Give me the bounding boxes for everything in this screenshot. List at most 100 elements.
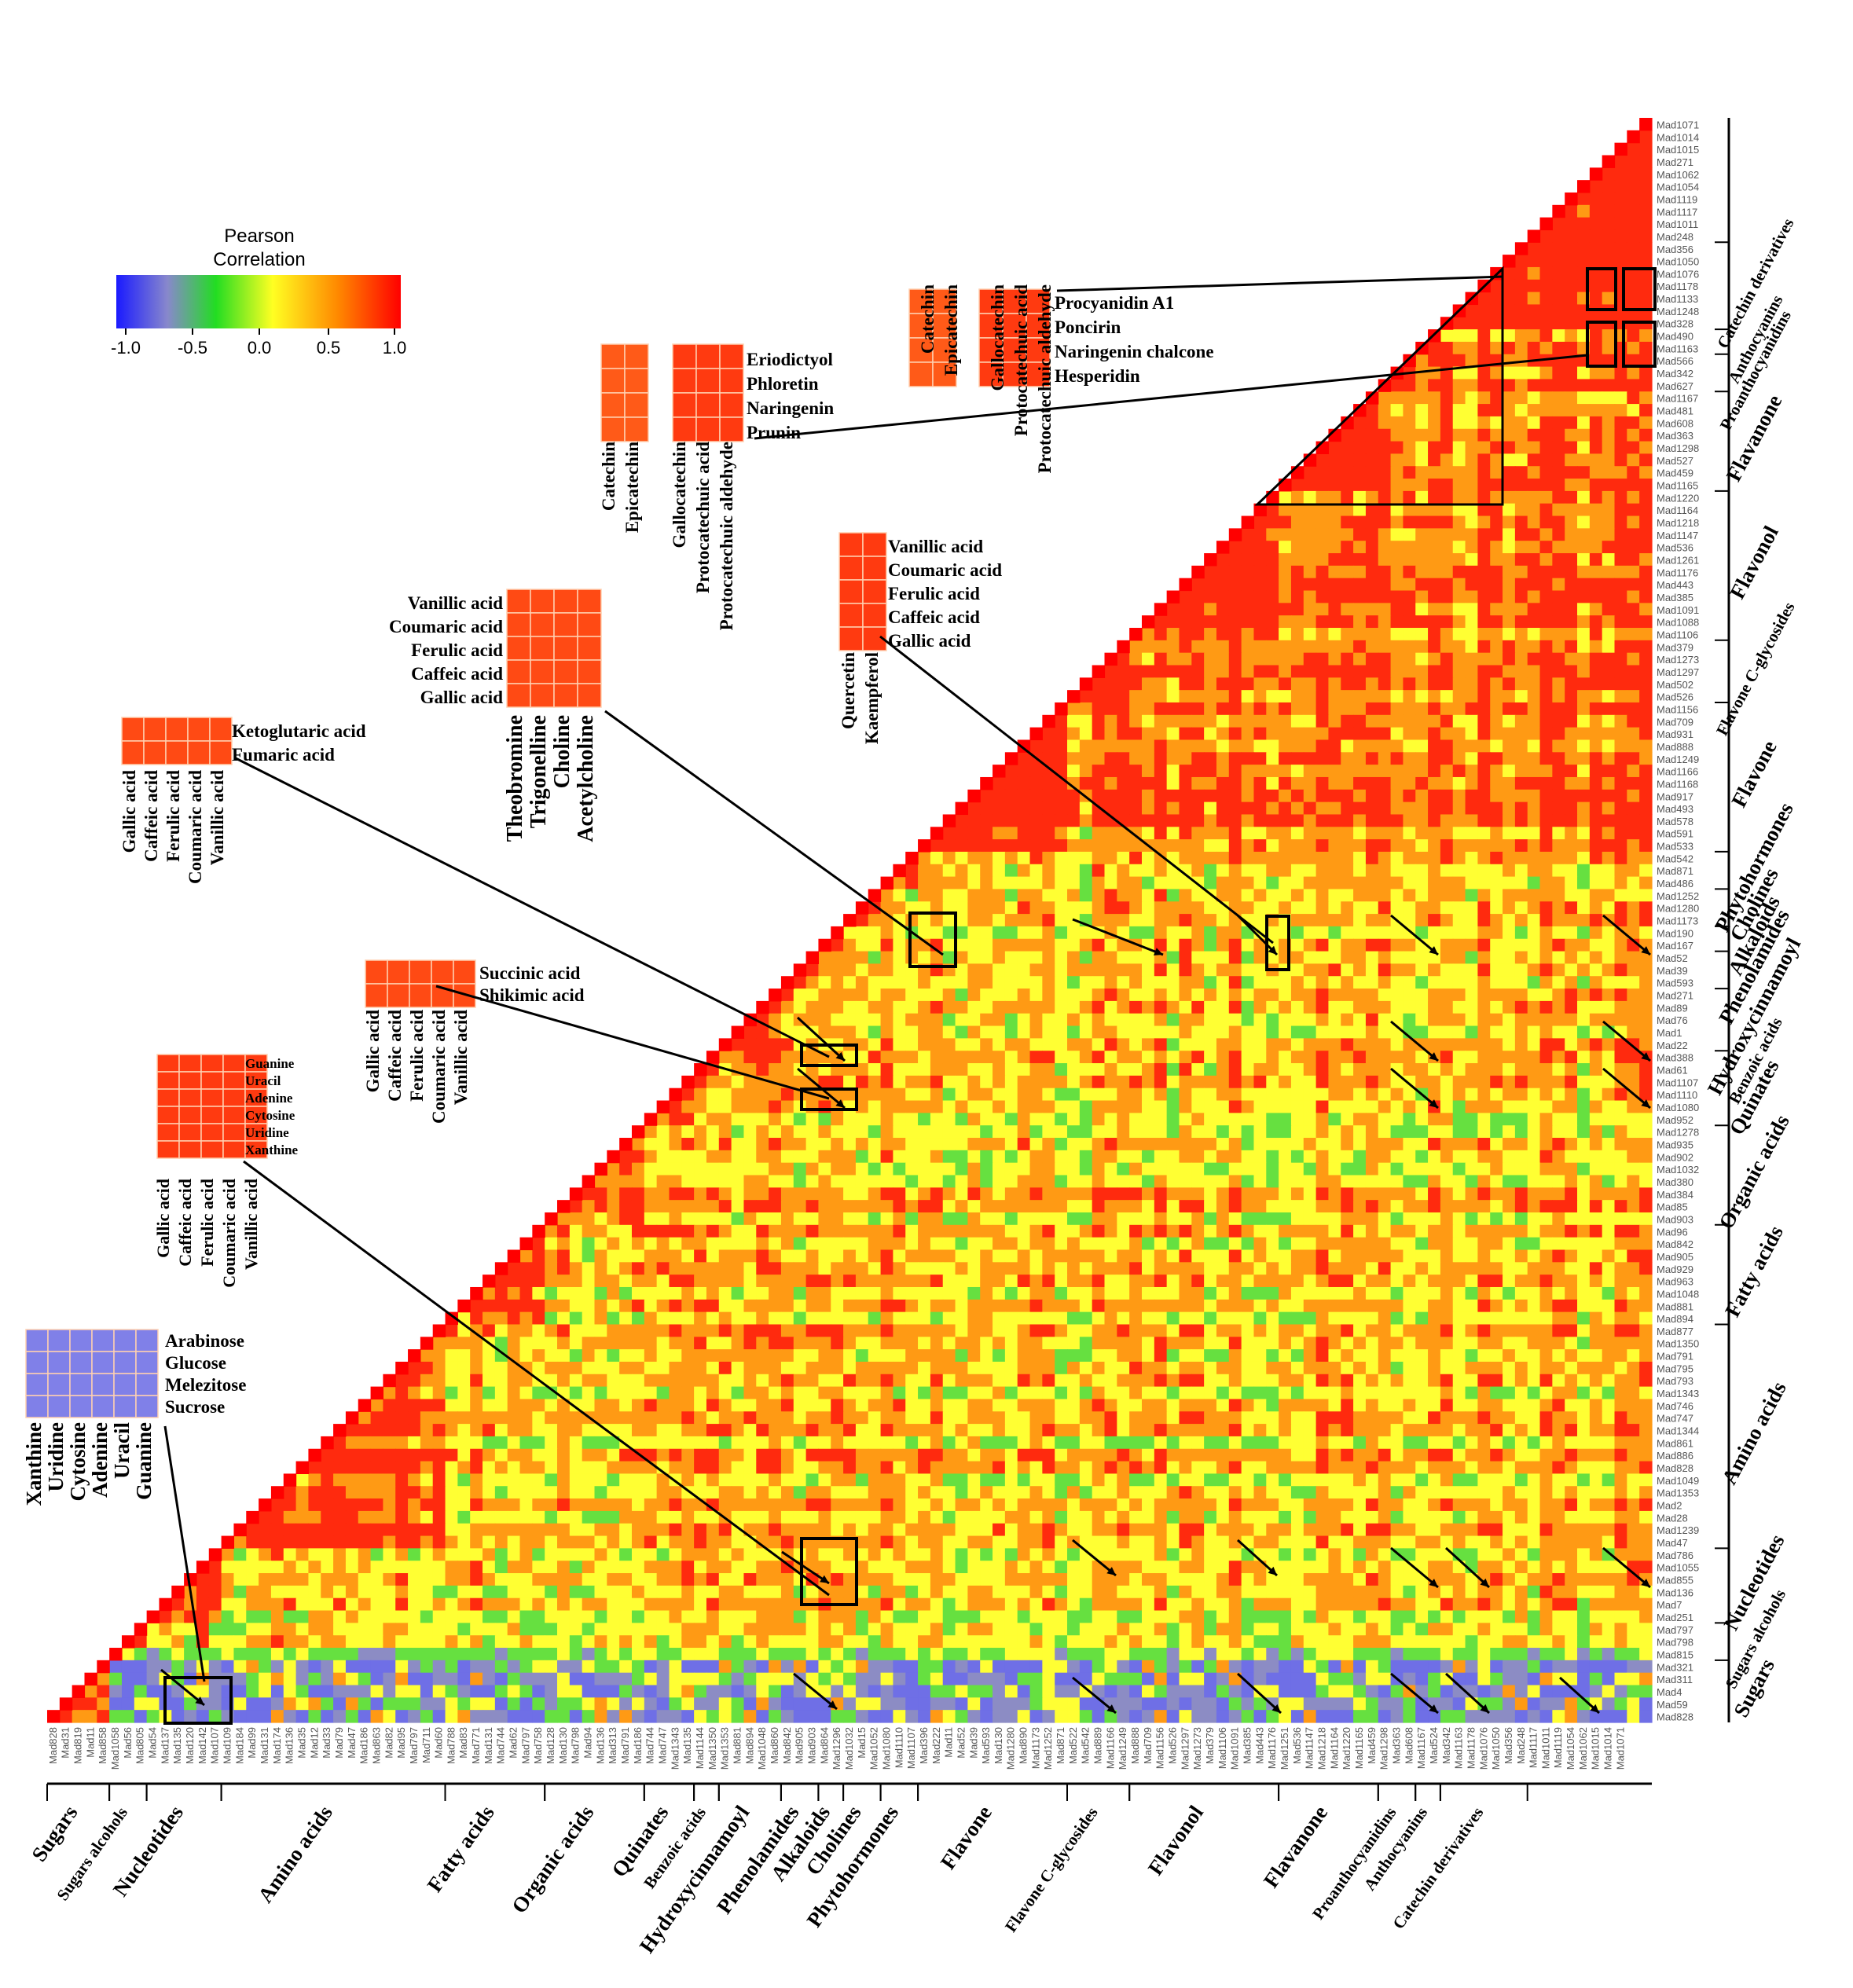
heatmap-cell	[1415, 690, 1429, 703]
heatmap-cell	[1017, 851, 1031, 865]
heatmap-cell	[993, 1324, 1006, 1337]
heatmap-cell	[1614, 739, 1627, 753]
heatmap-cell	[1191, 1075, 1205, 1089]
heatmap-cell	[607, 1311, 620, 1326]
heatmap-cell	[1514, 938, 1528, 952]
heatmap-cell	[1067, 876, 1081, 890]
heatmap-cell	[930, 1237, 944, 1251]
heatmap-cell	[1353, 479, 1367, 492]
heatmap-cell	[731, 1237, 745, 1251]
heatmap-cell	[1514, 1025, 1528, 1039]
heatmap-cell	[1639, 541, 1653, 554]
heatmap-cell	[1328, 839, 1341, 853]
heatmap-cell	[1440, 963, 1454, 977]
heatmap-cell	[1004, 1162, 1018, 1176]
heatmap-cell	[905, 876, 919, 890]
heatmap-cell	[1315, 801, 1330, 816]
heatmap-cell	[1117, 1311, 1130, 1326]
heatmap-cell	[1539, 242, 1553, 255]
heatmap-cell	[483, 1286, 496, 1300]
heatmap-cell	[631, 1162, 645, 1176]
heatmap-cell	[1067, 1025, 1081, 1039]
heatmap-cell	[1602, 292, 1616, 306]
heatmap-cell	[432, 1361, 446, 1375]
heatmap-cell	[1639, 1224, 1653, 1238]
heatmap-cell	[1266, 1349, 1279, 1363]
heatmap-cell	[1303, 814, 1317, 827]
heatmap-cell	[1279, 1175, 1292, 1188]
heatmap-cell	[1141, 876, 1155, 890]
heatmap-cell	[1266, 503, 1279, 517]
heatmap-cell	[1614, 578, 1627, 592]
heatmap-cell	[1465, 714, 1478, 728]
heatmap-cell	[1241, 652, 1255, 666]
heatmap-cell	[1639, 565, 1653, 579]
heatmap-cell	[1565, 255, 1578, 268]
heatmap-cell	[1390, 1175, 1404, 1188]
heatmap-cell	[1279, 976, 1292, 989]
heatmap-cell	[1141, 1200, 1155, 1213]
heatmap-cell	[1328, 1349, 1341, 1363]
heatmap-cell	[1552, 229, 1565, 243]
heatmap-cell	[1216, 1038, 1230, 1051]
heatmap-cell	[1465, 1299, 1478, 1313]
heatmap-cell	[993, 1299, 1006, 1313]
heatmap-cell	[1228, 1150, 1242, 1164]
heatmap-cell	[1639, 727, 1653, 741]
heatmap-cell	[1577, 640, 1591, 654]
heatmap-cell	[831, 1162, 844, 1176]
heatmap-cell	[519, 1311, 533, 1326]
heatmap-cell	[1390, 690, 1404, 703]
heatmap-cell	[855, 1286, 869, 1300]
heatmap-cell	[1627, 1311, 1640, 1326]
heatmap-cell	[1104, 876, 1117, 890]
heatmap-cell	[1241, 801, 1255, 816]
heatmap-cell	[1241, 690, 1255, 703]
heatmap-cell	[1141, 1275, 1155, 1288]
heatmap-cell	[1104, 1237, 1117, 1251]
heatmap-cell	[1341, 827, 1354, 840]
heatmap-cell	[918, 1224, 931, 1238]
heatmap-cell	[769, 1150, 782, 1164]
heatmap-cell	[1365, 827, 1379, 840]
heatmap-cell	[1341, 578, 1354, 592]
heatmap-cell	[1216, 1113, 1230, 1126]
heatmap-cell	[1527, 441, 1541, 454]
heatmap-cell	[1465, 528, 1478, 541]
heatmap-cell	[1452, 876, 1466, 890]
heatmap-cell	[1465, 851, 1478, 865]
heatmap-cell	[1627, 354, 1640, 368]
heatmap-cell	[905, 1075, 919, 1089]
heatmap-cell	[1279, 1113, 1292, 1126]
heatmap-cell	[1577, 590, 1591, 603]
heatmap-cell	[1279, 503, 1292, 517]
heatmap-cell	[1290, 541, 1304, 554]
heatmap-cell	[694, 1088, 707, 1102]
heatmap-cell	[1253, 1337, 1267, 1350]
heatmap-cell	[607, 1286, 620, 1300]
heatmap-cell	[1141, 765, 1155, 778]
heatmap-cell	[1627, 167, 1640, 181]
heatmap-cell	[1552, 1000, 1565, 1014]
heatmap-cell	[993, 789, 1006, 803]
heatmap-cell	[1565, 292, 1578, 306]
heatmap-cell	[1179, 1324, 1192, 1337]
heatmap-cell	[1577, 814, 1591, 827]
heatmap-cell	[1365, 578, 1379, 592]
heatmap-cell	[1353, 1349, 1367, 1363]
heatmap-cell	[1465, 1125, 1478, 1139]
heatmap-cell	[1577, 1349, 1591, 1363]
heatmap-cell	[1279, 1237, 1292, 1251]
heatmap-cell	[1452, 329, 1466, 343]
heatmap-cell	[980, 951, 993, 964]
heatmap-cell	[1589, 1075, 1603, 1089]
heatmap-cell	[1452, 1113, 1466, 1126]
heatmap-cell	[955, 1175, 968, 1188]
heatmap-cell	[1129, 1212, 1143, 1226]
heatmap-cell	[1514, 1063, 1528, 1077]
heatmap-cell	[1440, 578, 1454, 592]
heatmap-cell	[893, 1311, 906, 1326]
heatmap-cell	[619, 1324, 633, 1337]
heatmap-cell	[1004, 851, 1018, 865]
heatmap-cell	[1315, 1138, 1330, 1151]
